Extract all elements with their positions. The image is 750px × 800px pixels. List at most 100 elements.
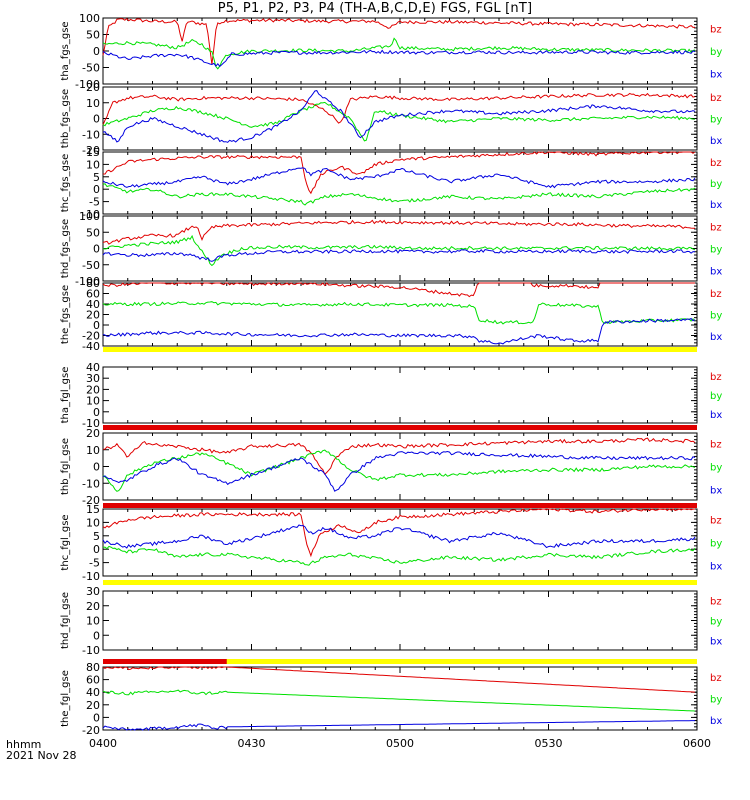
series-line-bz — [102, 18, 696, 65]
y-tick-label: 20 — [86, 427, 100, 440]
y-tick-label: -20 — [82, 330, 100, 343]
y-tick-label: 10 — [86, 615, 100, 628]
y-tick-label: -5 — [89, 557, 100, 570]
y-tick-label: -20 — [82, 144, 100, 157]
y-tick-label: 10 — [86, 444, 100, 457]
panel-label: thc_fgl_gse — [60, 514, 71, 570]
legend-bx: bx — [710, 561, 722, 572]
series-line-by — [102, 101, 696, 142]
legend-by: by — [710, 695, 722, 706]
series-line-bx — [102, 524, 696, 549]
y-tick-label: 20 — [86, 600, 100, 613]
legend-by: by — [710, 311, 722, 322]
status-bar — [103, 425, 697, 430]
y-tick-label: -5 — [89, 196, 100, 209]
y-tick-label: 0 — [93, 406, 100, 419]
y-tick-label: 0 — [93, 319, 100, 332]
y-tick-label: 0 — [93, 629, 100, 642]
y-tick-label: 60 — [86, 674, 100, 687]
legend-bx: bx — [710, 637, 722, 648]
y-tick-label: -20 — [82, 494, 100, 507]
y-tick-label: -10 — [82, 570, 100, 583]
series-line-bx — [102, 167, 696, 189]
y-tick-label: 80 — [86, 661, 100, 674]
legend-bx: bx — [710, 410, 722, 421]
series-line-bx — [102, 49, 696, 68]
x-tick-label: 0530 — [535, 737, 563, 750]
panel-label: thb_fgl_gse — [60, 438, 71, 495]
legend-by: by — [710, 245, 722, 256]
legend-by: by — [710, 391, 722, 402]
y-tick-label: -10 — [82, 477, 100, 490]
series-line-bx — [102, 317, 696, 345]
series-line-bz — [102, 151, 696, 195]
legend-bz: bz — [710, 93, 722, 104]
y-tick-label: 0 — [93, 461, 100, 474]
footer: hhmm 2021 Nov 28 — [6, 739, 76, 761]
y-tick-label: 0 — [93, 543, 100, 556]
y-tick-label: 20 — [86, 81, 100, 94]
panel-frame — [102, 508, 698, 577]
panel-label: thb_fgs_gse — [60, 89, 71, 148]
y-tick-label: 30 — [86, 585, 100, 598]
y-tick-label: 0 — [93, 113, 100, 126]
legend-by: by — [710, 115, 722, 126]
y-tick-label: 0 — [93, 711, 100, 724]
legend-bx: bx — [710, 332, 722, 343]
status-bar — [103, 503, 697, 508]
legend-bz: bz — [710, 596, 722, 607]
series-line-by — [102, 301, 696, 325]
y-tick-label: -100 — [75, 275, 100, 288]
series-line-by — [102, 37, 696, 70]
series-line-bz — [102, 666, 696, 693]
series-line-bz — [102, 219, 696, 245]
y-tick-label: 50 — [86, 226, 100, 239]
panel-label: thc_fgs_gse — [60, 154, 71, 213]
panel-label: the_fgs_gse — [60, 285, 71, 344]
y-tick-label: 20 — [86, 699, 100, 712]
legend-bx: bx — [710, 69, 722, 80]
y-tick-label: 10 — [86, 395, 100, 408]
y-tick-label: 100 — [79, 210, 100, 223]
series-line-by — [102, 449, 696, 492]
legend-by: by — [710, 463, 722, 474]
status-bar — [103, 659, 697, 664]
legend-bz: bz — [710, 289, 722, 300]
y-tick-label: 40 — [86, 361, 100, 374]
legend-bz: bz — [710, 516, 722, 527]
panel-label: thd_fgs_gse — [60, 219, 71, 278]
y-tick-label: -20 — [82, 724, 100, 737]
panel-frame — [102, 590, 698, 651]
series-line-bx — [102, 720, 695, 731]
legend-bz: bz — [710, 25, 722, 36]
series-line-by — [102, 183, 696, 206]
panel-frame — [102, 17, 698, 85]
y-tick-label: 80 — [86, 277, 100, 290]
legend-bx: bx — [710, 485, 722, 496]
x-tick-label: 0430 — [238, 737, 266, 750]
y-tick-label: 100 — [79, 12, 100, 25]
y-tick-label: 15 — [86, 503, 100, 516]
series-line-by — [102, 234, 696, 267]
y-tick-label: -10 — [82, 417, 100, 430]
series-line-bz — [102, 508, 696, 558]
y-tick-label: 20 — [86, 383, 100, 396]
panel-frame — [102, 432, 698, 501]
status-bar — [103, 580, 697, 585]
panel-label: tha_fgs_gse — [60, 21, 71, 80]
series-line-by — [102, 689, 696, 712]
x-tick-label: 0500 — [386, 737, 414, 750]
legend-bz: bz — [710, 673, 722, 684]
y-tick-label: 30 — [86, 372, 100, 385]
panel-label: thd_fgl_gse — [60, 592, 71, 649]
legend-by: by — [710, 179, 722, 190]
series-line-bx — [102, 90, 696, 143]
y-tick-label: -50 — [82, 62, 100, 75]
y-tick-label: 0 — [93, 45, 100, 58]
legend-bz: bz — [710, 440, 722, 451]
legend-by: by — [710, 47, 722, 58]
y-tick-label: 10 — [86, 97, 100, 110]
y-tick-label: 5 — [93, 530, 100, 543]
y-tick-label: 40 — [86, 686, 100, 699]
panel-label: tha_fgl_gse — [60, 367, 71, 424]
